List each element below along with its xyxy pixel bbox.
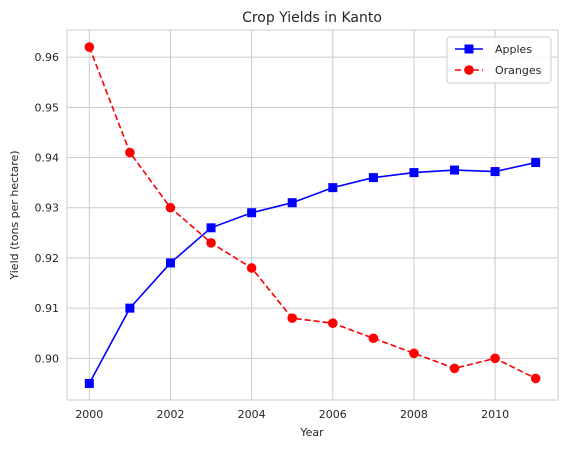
legend-label: Oranges [495, 64, 542, 77]
y-tick-label: 0.91 [35, 302, 60, 315]
series-apples-line [88, 161, 536, 384]
data-point-oranges [530, 373, 541, 384]
chart-title: Crop Yields in Kanto [242, 10, 382, 26]
data-point-apples [328, 183, 338, 193]
legend-marker [464, 65, 474, 75]
data-point-oranges [368, 333, 379, 344]
x-tick-label: 2010 [481, 408, 509, 421]
legend-marker [464, 44, 474, 54]
data-point-apples [247, 208, 257, 218]
data-point-apples [125, 303, 135, 313]
y-tick-label: 0.96 [35, 51, 60, 64]
x-tick-label: 2002 [156, 408, 184, 421]
data-point-oranges [246, 263, 257, 273]
data-point-apples [531, 158, 541, 168]
data-point-oranges [490, 353, 500, 364]
y-tick-label: 0.92 [35, 252, 60, 265]
data-point-apples [287, 198, 297, 208]
legend-label: Apples [495, 43, 532, 56]
legend-item-apples: Apples [455, 43, 532, 56]
y-tick-label: 0.90 [35, 352, 60, 365]
data-point-oranges [125, 147, 135, 158]
x-tick-label: 2000 [75, 408, 103, 421]
data-point-oranges [206, 238, 216, 248]
y-tick-label: 0.95 [35, 101, 60, 114]
series-layer [84, 42, 541, 388]
data-point-oranges [449, 363, 460, 374]
grid [67, 30, 558, 400]
data-point-apples [206, 223, 216, 233]
series-oranges-line [88, 46, 537, 380]
y-tick-label: 0.94 [35, 152, 60, 165]
data-point-apples [409, 168, 419, 178]
data-point-oranges [84, 42, 95, 52]
data-point-apples [490, 167, 500, 177]
x-tick-label: 2006 [319, 408, 347, 421]
data-point-oranges [327, 318, 338, 328]
plot-area [66, 29, 559, 401]
x-tick-label: 2004 [238, 408, 266, 421]
x-axis-ticks: 2000 2002 2004 2006 2008 2010 [75, 408, 509, 421]
legend: Apples Oranges [446, 36, 552, 84]
y-axis-ticks: 0.90 0.91 0.92 0.93 0.94 0.95 0.96 [35, 51, 60, 365]
data-point-oranges [287, 313, 298, 323]
legend-item-oranges: Oranges [455, 64, 542, 77]
data-point-apples [84, 378, 94, 388]
data-point-oranges [165, 202, 176, 213]
data-point-apples [368, 173, 378, 183]
data-point-apples [165, 258, 175, 268]
y-axis-label: Yield (tons per hectare) [8, 150, 21, 280]
series-oranges [84, 42, 541, 384]
data-point-apples [450, 165, 460, 175]
y-tick-label: 0.93 [35, 202, 60, 215]
x-axis-label: Year [299, 426, 324, 439]
data-point-oranges [409, 348, 419, 359]
x-tick-label: 2008 [400, 408, 428, 421]
series-apples [84, 158, 541, 388]
